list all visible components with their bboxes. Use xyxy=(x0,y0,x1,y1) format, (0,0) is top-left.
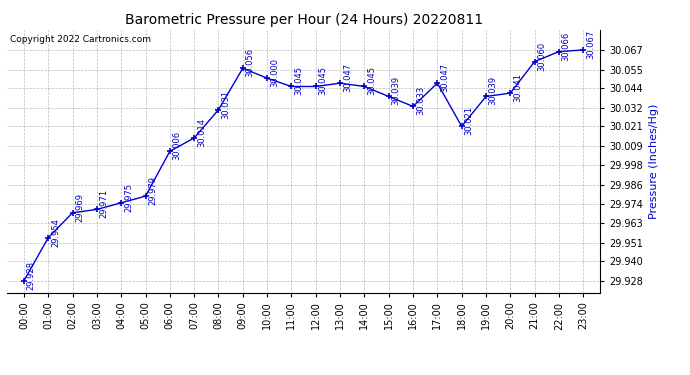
Text: 30.045: 30.045 xyxy=(367,66,376,95)
Title: Barometric Pressure per Hour (24 Hours) 20220811: Barometric Pressure per Hour (24 Hours) … xyxy=(124,13,483,27)
Text: 30.006: 30.006 xyxy=(172,131,181,160)
Text: 30.031: 30.031 xyxy=(221,90,230,119)
Y-axis label: Pressure (Inches/Hg): Pressure (Inches/Hg) xyxy=(649,104,659,219)
Text: 30.033: 30.033 xyxy=(416,86,425,116)
Text: 30.039: 30.039 xyxy=(489,76,497,105)
Text: 30.045: 30.045 xyxy=(294,66,303,95)
Text: 30.066: 30.066 xyxy=(562,32,571,61)
Text: Copyright 2022 Cartronics.com: Copyright 2022 Cartronics.com xyxy=(10,35,151,44)
Text: 29.928: 29.928 xyxy=(27,261,36,290)
Text: 29.979: 29.979 xyxy=(148,176,157,205)
Text: 30.000: 30.000 xyxy=(270,58,279,87)
Text: 30.014: 30.014 xyxy=(197,118,206,147)
Text: 29.969: 29.969 xyxy=(75,193,84,222)
Text: 30.039: 30.039 xyxy=(391,76,400,105)
Text: 30.056: 30.056 xyxy=(246,48,255,77)
Text: 30.047: 30.047 xyxy=(343,63,352,92)
Text: 30.041: 30.041 xyxy=(513,73,522,102)
Text: 30.047: 30.047 xyxy=(440,63,449,92)
Text: 30.067: 30.067 xyxy=(586,30,595,59)
Text: 29.971: 29.971 xyxy=(99,189,108,218)
Text: 30.045: 30.045 xyxy=(319,66,328,95)
Text: 30.021: 30.021 xyxy=(464,106,473,135)
Text: 29.975: 29.975 xyxy=(124,183,133,212)
Text: 29.954: 29.954 xyxy=(51,217,60,246)
Text: 30.060: 30.060 xyxy=(538,42,546,70)
